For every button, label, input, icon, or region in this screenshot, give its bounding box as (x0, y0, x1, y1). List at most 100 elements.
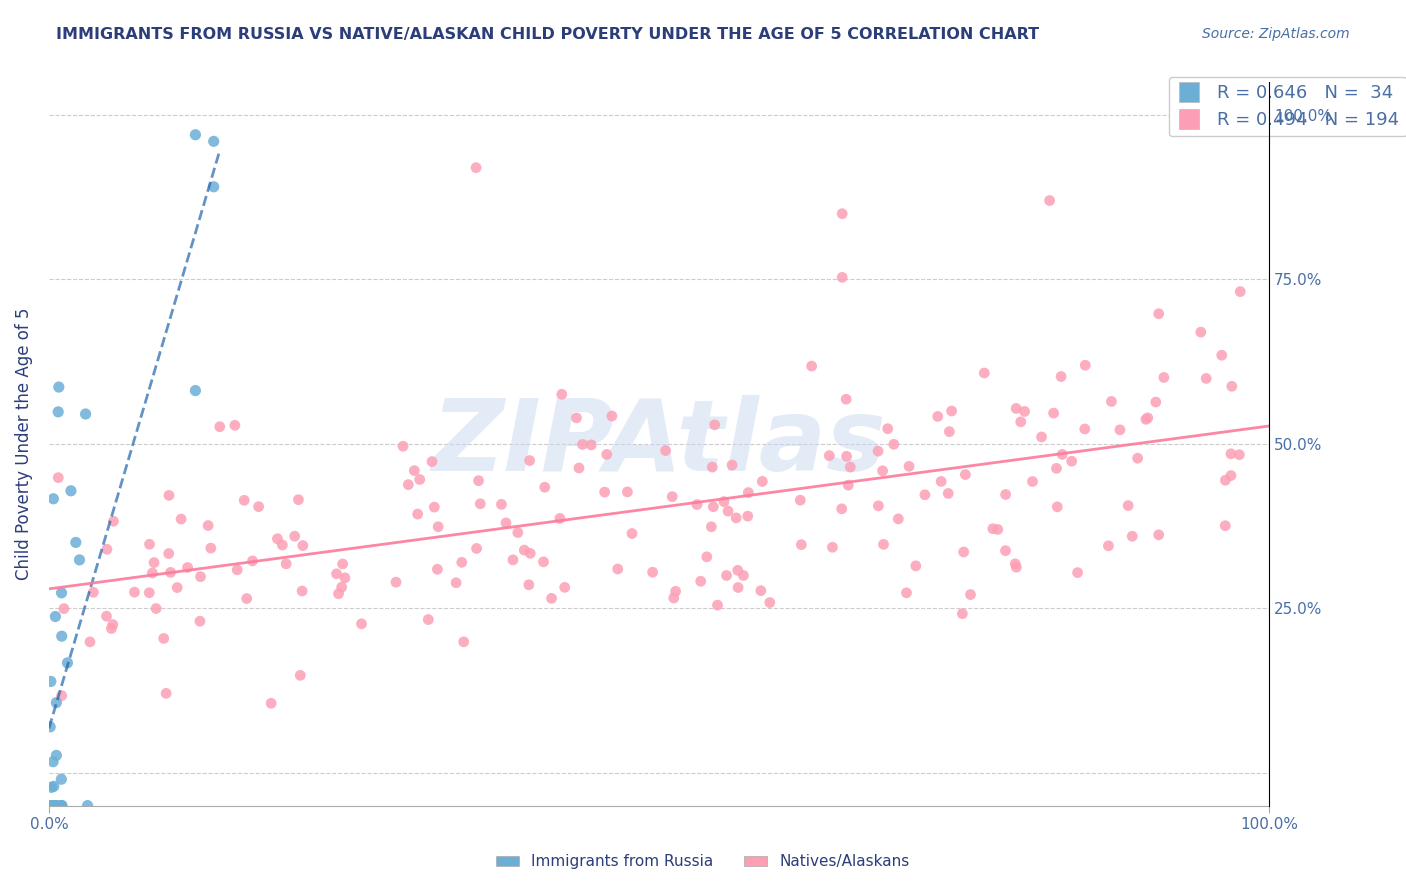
Point (44, 609, 66, 624)
Point (65, 535, 87, 549)
Point (502, 553, 524, 567)
Point (45, 696, 67, 710)
Point (1109, 423, 1132, 437)
Point (49, 798, 72, 813)
Point (713, 494, 735, 508)
Point (1004, 557, 1026, 571)
Point (51, 689, 73, 703)
Point (51, 586, 73, 600)
Point (291, 539, 314, 553)
Point (42, 798, 65, 813)
Point (82, 585, 104, 599)
Point (101, 617, 124, 632)
Point (898, 459, 921, 474)
Point (392, 439, 415, 453)
Point (69, 553, 91, 567)
Point (276, 557, 298, 571)
Point (1052, 447, 1074, 461)
Point (896, 586, 918, 600)
Point (350, 616, 373, 631)
Point (48, 380, 70, 394)
Point (1046, 500, 1069, 514)
Point (266, 532, 288, 546)
Point (1144, 395, 1167, 409)
Point (1227, 448, 1250, 462)
Point (42, 491, 65, 506)
Point (733, 568, 755, 582)
Point (533, 555, 555, 569)
Point (868, 444, 890, 458)
Point (44, 798, 66, 813)
Point (876, 422, 898, 436)
Point (233, 493, 256, 508)
Point (751, 475, 773, 489)
Point (39, 674, 62, 689)
Point (423, 500, 446, 515)
Point (333, 571, 356, 585)
Point (1147, 528, 1170, 542)
Point (717, 504, 740, 518)
Point (1126, 451, 1149, 466)
Point (1039, 194, 1062, 208)
Point (1010, 415, 1032, 429)
Point (96, 609, 118, 624)
Legend: Immigrants from Russia, Natives/Alaskans: Immigrants from Russia, Natives/Alaskans (491, 848, 915, 875)
Point (1136, 410, 1159, 425)
Point (800, 359, 823, 373)
Point (835, 450, 858, 464)
Point (790, 538, 813, 552)
Point (1014, 404, 1036, 418)
Point (686, 498, 709, 512)
Point (396, 477, 419, 491)
Point (706, 598, 728, 612)
Point (155, 686, 177, 700)
Point (418, 613, 440, 627)
Point (737, 509, 759, 524)
Point (727, 563, 749, 577)
Point (959, 588, 981, 602)
Point (727, 581, 749, 595)
Point (247, 500, 270, 514)
Point (533, 480, 555, 494)
Point (929, 475, 952, 489)
Text: Source: ZipAtlas.com: Source: ZipAtlas.com (1202, 27, 1350, 41)
Point (226, 563, 249, 577)
Point (1099, 394, 1122, 409)
Point (406, 507, 429, 521)
Point (883, 437, 905, 451)
Point (41, 780, 63, 795)
Point (702, 500, 724, 514)
Text: IMMIGRANTS FROM RUSSIA VS NATIVE/ALASKAN CHILD POVERTY UNDER THE AGE OF 5 CORREL: IMMIGRANTS FROM RUSSIA VS NATIVE/ALASKAN… (56, 27, 1039, 42)
Point (1066, 566, 1088, 580)
Point (700, 520, 723, 534)
Point (600, 409, 623, 423)
Point (208, 419, 231, 434)
Point (450, 555, 472, 569)
Point (325, 566, 347, 581)
Point (868, 499, 890, 513)
Point (190, 569, 212, 583)
Point (42, 755, 65, 769)
Point (593, 485, 616, 500)
Point (1220, 447, 1243, 461)
Point (330, 580, 353, 594)
Point (1097, 539, 1119, 553)
Point (51, 798, 73, 813)
Point (197, 518, 219, 533)
Point (491, 497, 513, 511)
Point (202, 134, 225, 148)
Point (52, 601, 75, 615)
Point (821, 541, 844, 555)
Point (1153, 370, 1175, 384)
Point (661, 490, 683, 504)
Point (141, 566, 163, 580)
Point (641, 566, 664, 580)
Point (737, 485, 759, 500)
Point (981, 522, 1004, 536)
Point (143, 556, 166, 570)
Point (39, 720, 62, 734)
Point (596, 447, 619, 461)
Point (581, 438, 603, 452)
Point (41, 798, 63, 813)
Point (76, 798, 98, 813)
